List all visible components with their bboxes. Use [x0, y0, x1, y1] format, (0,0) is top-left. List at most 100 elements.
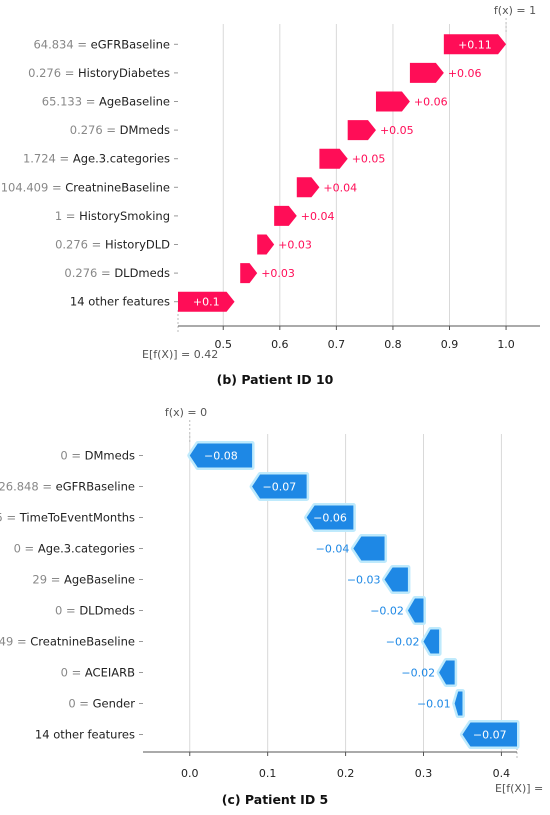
- x-tick-label: 0.4: [493, 767, 511, 780]
- shap-bar: [454, 691, 463, 716]
- shap-bar: [423, 629, 440, 654]
- equals-sign: =: [47, 573, 64, 587]
- ex-label: E[f(X)] = 0.42: [142, 348, 218, 361]
- equals-sign: =: [56, 152, 73, 166]
- feature-label: 29 = AgeBaseline: [32, 573, 135, 587]
- shap-bar: [384, 567, 408, 592]
- feature-name: DLDmeds: [79, 604, 135, 618]
- contribution-label: −0.02: [370, 605, 404, 618]
- feature-label: 5 = TimeToEventMonths: [0, 511, 135, 525]
- feature-label: 1 = HistorySmoking: [55, 209, 170, 223]
- shap-bar: [319, 148, 348, 169]
- equals-sign: =: [103, 123, 120, 137]
- equals-sign: =: [62, 209, 79, 223]
- contribution-label: −0.07: [262, 481, 296, 494]
- feature-label: 0 = DLDmeds: [55, 604, 135, 618]
- feature-name: TimeToEventMonths: [19, 511, 135, 525]
- x-tick-label: 0.9: [441, 338, 459, 351]
- panel-caption: (c) Patient ID 5: [222, 792, 329, 807]
- contribution-label: −0.06: [313, 512, 347, 525]
- panel-patient-10: +0.11 64.834 = eGFRBaseline +0.06 0.276 = H…: [1, 4, 540, 387]
- feature-label: 0.276 = DMmeds: [70, 123, 170, 137]
- feature-label: 14 other features: [35, 728, 135, 742]
- equals-sign: =: [61, 66, 78, 80]
- shap-bar: [439, 660, 455, 685]
- shap-bar: [296, 177, 320, 198]
- shap-bar: [274, 205, 297, 226]
- feature-label: 0.276 = HistoryDLD: [55, 238, 170, 252]
- panel-patient-5: −0.08 0 = DMmeds −0.07 126.848 = eGFRBaseli…: [0, 406, 543, 807]
- feature-label: 0 = Age.3.categories: [14, 542, 135, 556]
- feature-value: 0.276: [64, 266, 97, 280]
- equals-sign: =: [68, 449, 85, 463]
- shap-bar: [443, 34, 507, 55]
- x-tick-label: 0.3: [415, 767, 433, 780]
- contribution-label: +0.05: [380, 124, 414, 137]
- contribution-label: +0.03: [278, 239, 312, 252]
- feature-name: ACEIARB: [85, 666, 135, 680]
- equals-sign: =: [97, 266, 114, 280]
- equals-sign: =: [74, 37, 91, 51]
- feature-value: 64.834: [33, 37, 73, 51]
- feature-name: HistoryDiabetes: [78, 66, 170, 80]
- shap-bar: [240, 263, 258, 284]
- feature-value: 0: [60, 449, 67, 463]
- contribution-label: −0.03: [347, 574, 381, 587]
- feature-name: DLDmeds: [114, 266, 170, 280]
- ex-label: E[f(X)] =: [495, 782, 543, 795]
- feature-value: 65.133: [42, 95, 82, 109]
- contribution-label: −0.04: [316, 543, 350, 556]
- x-tick-label: 0.1: [259, 767, 277, 780]
- feature-value: 0.276: [55, 238, 88, 252]
- feature-label: 1.724 = Age.3.categories: [23, 152, 170, 166]
- fx-label: f(x) = 1: [494, 4, 536, 17]
- fx-label: f(x) = 0: [165, 406, 207, 419]
- contribution-label: +0.04: [323, 181, 357, 194]
- feature-label: 65.133 = AgeBaseline: [42, 95, 170, 109]
- feature-label: 14 other features: [70, 295, 170, 309]
- contribution-label: +0.04: [301, 210, 335, 223]
- feature-label: 0 = DMmeds: [60, 449, 135, 463]
- feature-label: 0.276 = DLDmeds: [64, 266, 170, 280]
- feature-name: AgeBaseline: [64, 573, 135, 587]
- shap-bar: [353, 536, 385, 561]
- feature-label: 0 = ACEIARB: [61, 666, 135, 680]
- x-tick-label: 0.8: [384, 338, 402, 351]
- feature-value: 1.724: [23, 152, 56, 166]
- shap-bar: [306, 505, 354, 530]
- equals-sign: =: [68, 666, 85, 680]
- feature-label: 0.276 = HistoryDiabetes: [28, 66, 170, 80]
- contribution-label: +0.05: [352, 153, 386, 166]
- feature-value: 0.276: [28, 66, 61, 80]
- feature-name: 14 other features: [70, 295, 170, 309]
- feature-name: HistoryDLD: [105, 238, 170, 252]
- feature-value: 29: [32, 573, 47, 587]
- feature-name: CreatnineBaseline: [65, 180, 170, 194]
- x-tick-label: 1.0: [497, 338, 515, 351]
- equals-sign: =: [62, 604, 79, 618]
- shap-bar: [178, 291, 235, 312]
- x-tick-label: 0.5: [215, 338, 233, 351]
- feature-name: DMmeds: [85, 449, 135, 463]
- equals-sign: =: [21, 542, 38, 556]
- x-tick-label: 0.7: [328, 338, 346, 351]
- contribution-label: +0.06: [414, 96, 448, 109]
- contribution-label: +0.03: [261, 267, 295, 280]
- contribution-label: −0.01: [417, 698, 451, 711]
- feature-value: 0: [68, 697, 75, 711]
- contribution-label: −0.08: [204, 450, 238, 463]
- equals-sign: =: [39, 480, 56, 494]
- contribution-label: +0.11: [458, 38, 492, 51]
- feature-value: 5: [0, 511, 3, 525]
- contribution-label: +0.1: [193, 296, 220, 309]
- feature-value: 104.409: [1, 180, 49, 194]
- shap-bar: [409, 62, 444, 83]
- feature-label: 64.834 = eGFRBaseline: [33, 37, 170, 51]
- shap-bar: [375, 91, 410, 112]
- feature-value: 0: [55, 604, 62, 618]
- shap-bar: [189, 443, 253, 468]
- feature-name: eGFRBaseline: [56, 480, 135, 494]
- feature-value: 0: [14, 542, 21, 556]
- feature-name: Gender: [93, 697, 136, 711]
